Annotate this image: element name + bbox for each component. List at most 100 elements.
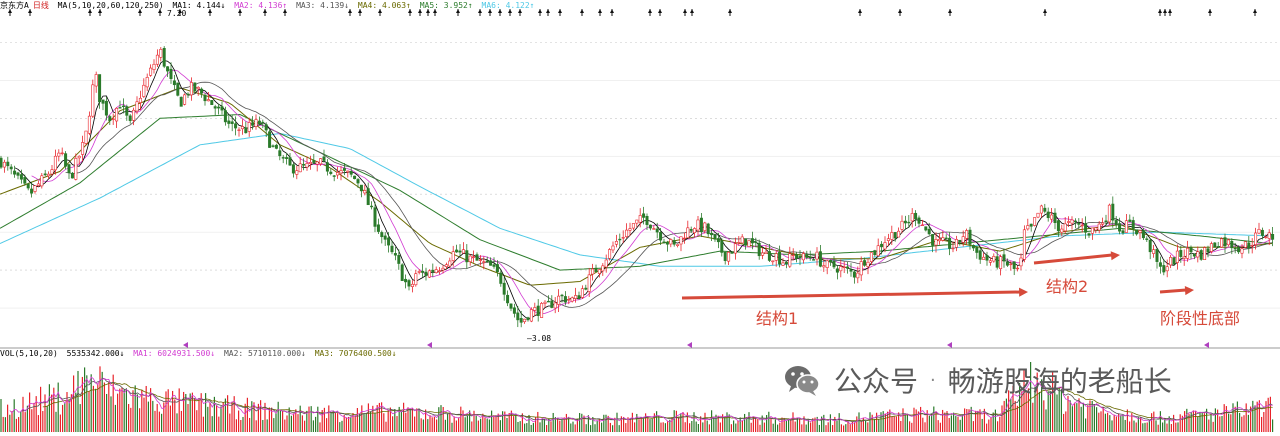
volume-bar (1089, 400, 1091, 432)
volume-bar (645, 413, 647, 432)
candle-body (764, 251, 768, 254)
volume-bar (719, 422, 721, 432)
volume-bar (326, 418, 328, 432)
volume-bar (858, 412, 860, 432)
volume-bar (893, 416, 895, 432)
volume-bar (840, 424, 842, 432)
volume-bar (95, 388, 97, 432)
volume-bar (867, 422, 869, 432)
candle-body (1060, 228, 1064, 233)
volume-bar (218, 416, 220, 432)
candle-body (798, 256, 802, 259)
candle-body (254, 119, 258, 127)
candle-body (363, 190, 367, 194)
candle-body (203, 94, 207, 102)
candle-body (193, 82, 197, 92)
volume-bar (1118, 413, 1120, 432)
candle-body (1063, 223, 1067, 232)
volume-bar (1003, 400, 1005, 432)
volume-bar (759, 424, 761, 432)
candle-body (543, 301, 547, 304)
volume-bar (552, 412, 554, 432)
volume-bar (466, 415, 468, 432)
volume-bar (823, 414, 825, 432)
volume-bar (658, 416, 660, 432)
volume-bar (977, 410, 979, 432)
candle-body (795, 254, 799, 259)
volume-bar (535, 416, 537, 432)
candle-body (723, 251, 727, 261)
volume-bar (948, 418, 950, 432)
volume-bar (229, 413, 231, 432)
volume-bar (1023, 369, 1025, 432)
candle-body (495, 264, 499, 273)
candle-body (356, 179, 360, 184)
candle-body (540, 303, 544, 318)
volume-bar (884, 414, 886, 432)
candle-body (682, 237, 686, 240)
candlesticks (0, 46, 1275, 328)
volume-bar (726, 412, 728, 432)
candle-body (805, 254, 809, 258)
volume-bar (609, 422, 611, 432)
volume-bar (931, 413, 933, 432)
volume-bar (730, 424, 732, 432)
volume-bar (7, 404, 9, 432)
volume-bar (1131, 413, 1133, 432)
candle-body (1179, 250, 1183, 257)
volume-bar (763, 422, 765, 432)
candle-body (924, 226, 928, 231)
candle-body (1254, 232, 1258, 245)
volume-bar (343, 414, 345, 432)
volume-bar (260, 400, 262, 432)
volume-bar (513, 416, 515, 432)
candle-body (716, 238, 720, 243)
candle-body (1121, 230, 1125, 234)
candle-body (1033, 217, 1037, 226)
volume-bar (1080, 406, 1082, 432)
candle-body (50, 169, 54, 175)
candle-body (808, 256, 812, 259)
candle-body (111, 118, 115, 120)
volume-bar (992, 412, 994, 432)
candle-body (414, 273, 418, 286)
time-marker (183, 342, 188, 348)
volume-bar (66, 392, 68, 432)
volume-bar (354, 416, 356, 432)
candle-body (465, 250, 469, 263)
candle-body (788, 253, 792, 267)
volume-bar (323, 407, 325, 432)
volume-bar (605, 414, 607, 432)
candle-body (155, 54, 159, 65)
candle-body (1128, 219, 1132, 222)
volume-bar (821, 416, 823, 432)
volume-bar (933, 406, 935, 432)
candle-body (1260, 229, 1264, 236)
volume-bar (458, 417, 460, 432)
candle-body (77, 155, 81, 159)
candle-body (305, 163, 309, 168)
candle-body (206, 99, 210, 102)
volume-bar (31, 409, 33, 432)
volume-bar (1245, 403, 1247, 432)
time-marker (947, 342, 952, 348)
volume-bar (1065, 411, 1067, 432)
volume-bar (1122, 414, 1124, 432)
volume-bar (251, 401, 253, 432)
candle-body (730, 251, 734, 254)
volume-bar (158, 411, 160, 432)
volume-bar (559, 420, 561, 432)
volume-bar (781, 417, 783, 432)
volume-bar (673, 410, 675, 432)
volume-bar (682, 412, 684, 432)
candle-body (281, 157, 285, 159)
volume-bar (279, 410, 281, 432)
volume-bar (405, 412, 407, 432)
candle-body (482, 261, 486, 263)
ma4-value: MA4: 4.063↑ (357, 1, 411, 10)
volume-bar (1047, 391, 1049, 432)
volume-bar (440, 405, 442, 432)
volume-bar (141, 389, 143, 432)
candle-body (101, 99, 105, 104)
volume-bar (1038, 391, 1040, 432)
